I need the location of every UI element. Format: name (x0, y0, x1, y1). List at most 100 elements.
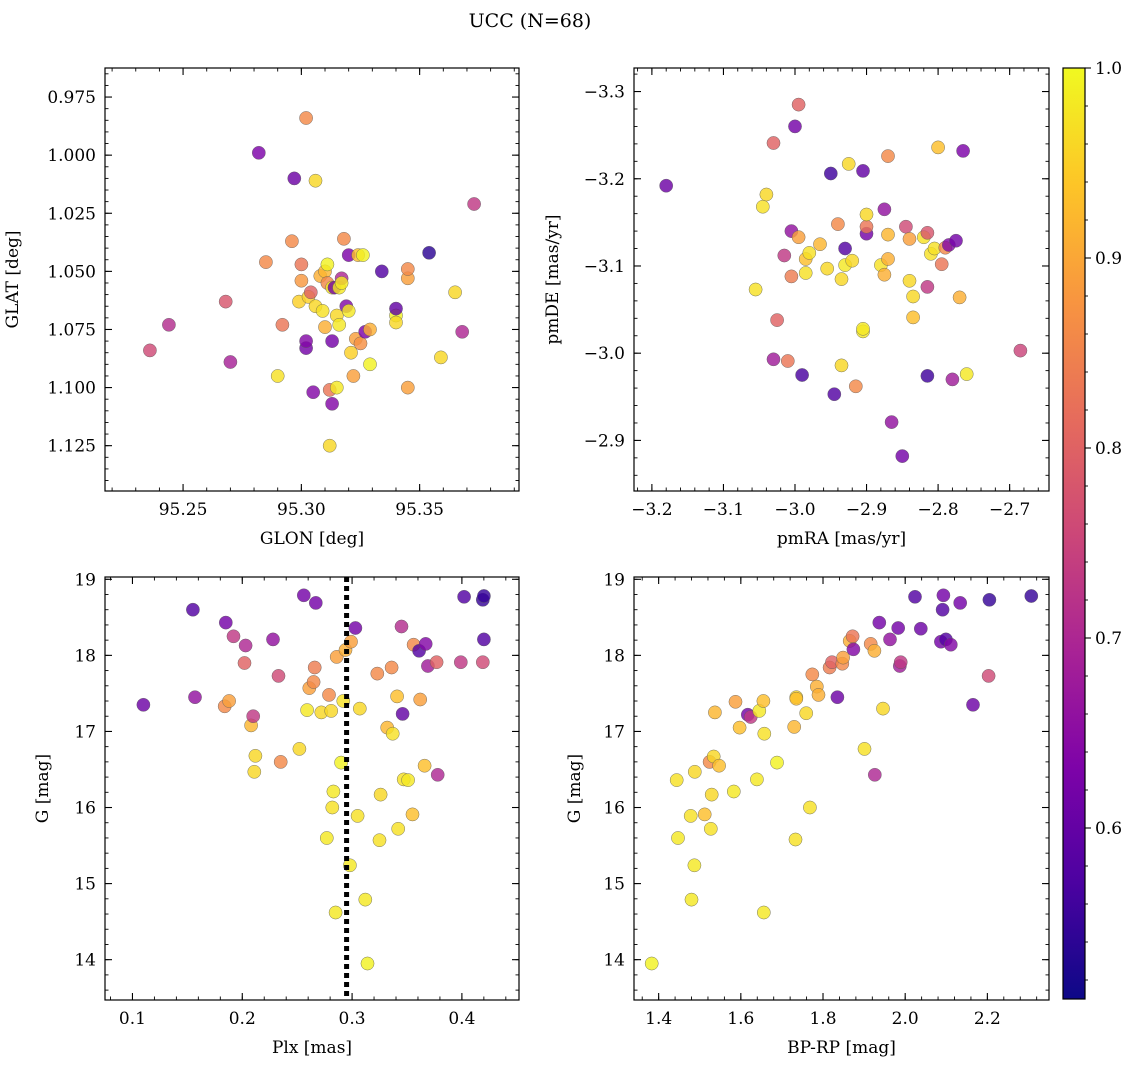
data-point (429, 655, 444, 670)
y-tick-label: 16 (603, 799, 625, 819)
data-point (867, 767, 882, 782)
data-point (390, 689, 404, 704)
data-point (802, 246, 817, 260)
data-point (223, 355, 238, 369)
data-point (322, 688, 336, 702)
data-point (218, 615, 233, 630)
data-point (322, 438, 337, 453)
y-tick-label: 14 (603, 951, 625, 971)
data-point (186, 602, 200, 617)
data-point (867, 643, 882, 658)
data-point (704, 787, 719, 802)
data-point (877, 202, 892, 217)
panel-glon-glat: 95.25 95.30 95.35 0.975 1.000 1.025 1.050 1.075… (3, 67, 520, 549)
data-point (784, 269, 799, 284)
data-point (275, 317, 290, 332)
y-tick-label: −3.1 (584, 257, 625, 277)
panel-bprp-g: 1.4 1.6 1.8 2.0 2.2 14 15 16 17 18 19 BP-RP [mag] G … (565, 570, 1050, 1058)
data-point (799, 706, 814, 721)
data-point (789, 691, 804, 706)
data-point (400, 380, 415, 395)
data-point (872, 615, 887, 630)
data-point (823, 166, 838, 181)
data-point (222, 694, 236, 708)
y-tick-label: 1.025 (47, 204, 96, 224)
data-point (405, 807, 420, 822)
data-point (418, 637, 433, 651)
data-point (920, 369, 935, 383)
y-tick-label: −3.3 (584, 83, 625, 103)
data-point (430, 767, 445, 782)
data-point (787, 720, 802, 734)
data-point (759, 187, 774, 202)
data-point (457, 589, 471, 604)
colorbar: 0.6 0.7 0.8 0.9 1.0 (1062, 59, 1122, 1000)
data-point (952, 290, 967, 305)
data-point (726, 784, 741, 799)
data-point (712, 758, 726, 773)
data-point (687, 858, 702, 873)
data-point (750, 772, 764, 787)
data-point (859, 219, 874, 234)
data-point (846, 642, 861, 657)
data-point (477, 589, 491, 603)
data-point (836, 650, 850, 665)
data-point (732, 720, 747, 735)
x-tick-label: 95.25 (159, 500, 208, 520)
data-point (325, 334, 339, 348)
data-point (845, 629, 860, 644)
data-point (848, 379, 863, 394)
data-point (467, 197, 481, 211)
data-point (659, 178, 674, 193)
data-point (697, 807, 712, 822)
data-point (394, 619, 409, 634)
y-tick-label: 18 (603, 646, 625, 666)
data-point (1013, 343, 1028, 358)
y-tick-label: 17 (74, 722, 96, 742)
data-point (143, 343, 157, 358)
data-point (902, 273, 917, 288)
data-point (791, 97, 806, 112)
panel-plx-g: 0.1 0.2 0.3 0.4 14 15 16 17 18 19 Plx [mas] G [mag] (33, 570, 520, 1058)
data-point (805, 667, 820, 682)
data-point (294, 273, 309, 288)
data-point (391, 821, 406, 836)
data-point (271, 669, 286, 683)
data-point (385, 726, 400, 741)
data-point (251, 145, 266, 160)
points-group (136, 588, 491, 971)
y-tick-label: 19 (74, 570, 96, 590)
axes-frame (104, 67, 520, 492)
data-point (285, 234, 299, 249)
data-point (856, 164, 870, 178)
data-point (303, 285, 318, 300)
data-point (811, 688, 826, 702)
x-tick-label: −3.0 (774, 500, 815, 520)
y-tick-label: −3.0 (584, 344, 625, 364)
x-tick-label: −2.8 (917, 500, 958, 520)
x-tick-label: −3.1 (703, 500, 744, 520)
data-point (373, 787, 388, 802)
colorbar-tick-label: 0.9 (1095, 249, 1122, 269)
data-point (287, 171, 302, 186)
data-point (756, 694, 771, 708)
data-point (755, 199, 770, 214)
y-tick-label: 18 (74, 646, 96, 666)
data-point (350, 809, 365, 823)
data-point (401, 773, 415, 787)
points-group (659, 97, 1028, 463)
data-point (300, 703, 314, 717)
data-point (422, 245, 436, 260)
data-point (841, 157, 856, 171)
y-tick-label: 16 (74, 799, 96, 819)
data-point (777, 248, 792, 263)
data-point (757, 726, 772, 741)
data-point (945, 372, 960, 387)
data-point (226, 629, 241, 644)
data-point (830, 690, 845, 705)
data-point (270, 369, 285, 383)
data-point (218, 294, 233, 309)
data-point (294, 257, 309, 272)
data-point (248, 748, 263, 763)
data-point (346, 369, 361, 383)
